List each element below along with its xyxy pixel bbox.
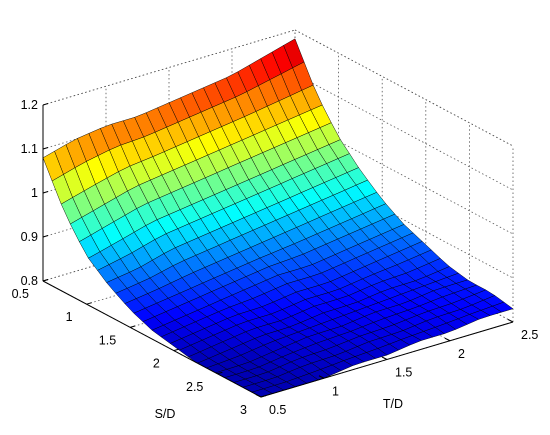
y-tick-mark: [507, 319, 514, 323]
y-tick-label: 1: [332, 384, 339, 398]
box-top-edge: [294, 29, 514, 147]
x-axis-line: [42, 280, 262, 398]
x-tick-mark: [217, 371, 223, 375]
y-tick-label: 2.5: [521, 328, 538, 342]
x-axis-title: S/D: [155, 407, 176, 421]
x-tick-mark: [130, 325, 136, 328]
y-tick-mark: [318, 375, 325, 379]
z-tick-label: 0.8: [21, 274, 38, 288]
z-tick-mark: [42, 147, 49, 150]
x-tick-label: 2: [153, 357, 160, 371]
x-tick-label: 3: [240, 403, 247, 417]
z-tick-label: 1.2: [21, 98, 38, 112]
x-tick-mark: [42, 279, 49, 282]
x-tick-mark: [173, 348, 179, 352]
x-tick-label: 1.5: [99, 333, 116, 347]
axes-layer: [42, 103, 514, 398]
x-tick-mark: [86, 302, 92, 305]
surface-layer: [42, 38, 514, 398]
y-tick-label: 0.5: [269, 403, 286, 417]
y-tick-mark: [444, 337, 451, 342]
z-tick-label: 1: [31, 186, 38, 200]
x-tick-label: 2.5: [186, 380, 203, 394]
z-tick-label: 1.1: [21, 142, 38, 156]
y-axis-title: T/D: [383, 397, 403, 411]
x-tick-label: 0.5: [12, 287, 29, 301]
y-tick-mark: [255, 394, 262, 398]
z-tick-mark: [42, 191, 49, 194]
x-tick-label: 1: [66, 310, 73, 324]
y-tick-label: 2: [458, 347, 465, 361]
y-tick-mark: [381, 356, 388, 360]
y-tick-label: 1.5: [395, 366, 412, 380]
labels-layer: 0.8 0.9 1 1.1 1.2 0.5 1 1.5 2 2.5 3 0.5 1 1.5 2 2.5: [12, 98, 539, 417]
x-tick-mark: [260, 395, 267, 398]
z-tick-mark: [42, 103, 49, 106]
z-tick-mark: [42, 235, 49, 238]
right-wall-grid-line: [294, 73, 514, 191]
z-tick-label: 0.9: [21, 230, 38, 244]
